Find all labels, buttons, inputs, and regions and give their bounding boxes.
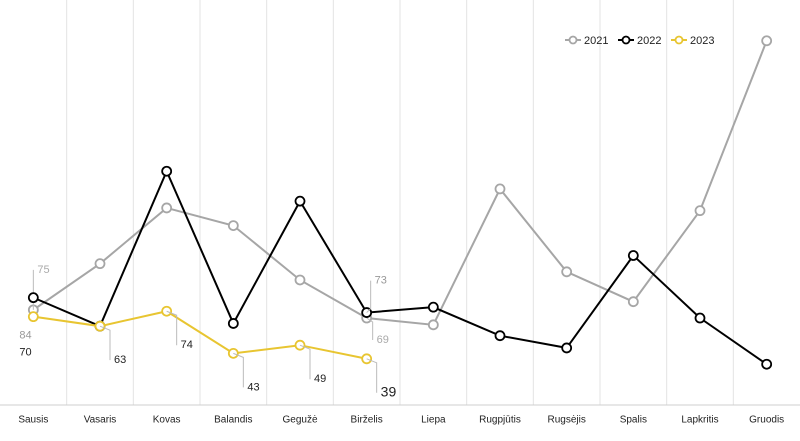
data-label: 84 (19, 330, 31, 342)
point (561, 266, 573, 278)
x-tick-label: Rugsėjis (547, 415, 585, 426)
point (27, 292, 39, 304)
data-label: 63 (114, 354, 126, 366)
x-tick-label: Rugpjūtis (479, 415, 521, 426)
point (294, 274, 306, 286)
point (427, 301, 439, 313)
x-tick-label: Gegužė (282, 415, 317, 426)
legend-swatch (621, 35, 631, 45)
x-tick-label: Kovas (153, 415, 181, 426)
data-label: 69 (377, 334, 389, 346)
data-label: 73 (375, 274, 387, 286)
leader-line (233, 352, 244, 388)
legend-label: 2021 (584, 35, 608, 47)
x-tick-label: Vasaris (84, 415, 117, 426)
point (494, 330, 506, 342)
legend-label: 2023 (690, 35, 714, 47)
leader-line (366, 280, 372, 313)
point (161, 165, 173, 177)
plot-area: 75 69 84 73 70 63 74 43 49 39 (19, 35, 773, 399)
point (494, 183, 506, 195)
legend-label: 2022 (637, 35, 661, 47)
x-tick-label: Lapkritis (681, 415, 718, 426)
point (694, 312, 706, 324)
legend: 2021 2022 2023 (565, 35, 714, 47)
point (227, 318, 239, 329)
leader-line (99, 325, 111, 361)
series-line (32, 168, 768, 366)
point (761, 358, 773, 370)
series-line (33, 310, 367, 360)
data-label: 43 (247, 381, 259, 393)
data-label: 75 (37, 264, 49, 276)
point (561, 342, 573, 354)
leader-line (166, 310, 178, 346)
data-label: 70 (19, 347, 31, 359)
series-line (32, 40, 768, 326)
point (27, 311, 39, 323)
leader-line (366, 358, 378, 393)
point (94, 258, 106, 270)
x-tick-label: Birželis (351, 415, 383, 426)
x-tick-label: Balandis (214, 415, 252, 426)
point (161, 202, 173, 214)
point (294, 195, 306, 207)
x-tick-label: Liepa (421, 415, 446, 426)
leader-line (366, 317, 374, 341)
point (627, 250, 639, 261)
grid: Sausis Vasaris Kovas Balandis Gegužė Birželis… (0, 0, 800, 426)
point (227, 220, 239, 232)
x-tick-label: Spalis (620, 415, 647, 426)
data-label: 74 (181, 339, 193, 351)
point (427, 319, 439, 331)
point (627, 296, 639, 308)
legend-swatch (674, 35, 684, 45)
legend-swatch (568, 35, 578, 45)
x-tick-label: Sausis (18, 415, 48, 426)
data-label: 39 (381, 383, 397, 399)
leader-line (299, 344, 311, 380)
point (761, 35, 773, 47)
point (694, 205, 706, 217)
data-label: 49 (314, 373, 326, 385)
x-tick-label: Gruodis (749, 415, 784, 426)
